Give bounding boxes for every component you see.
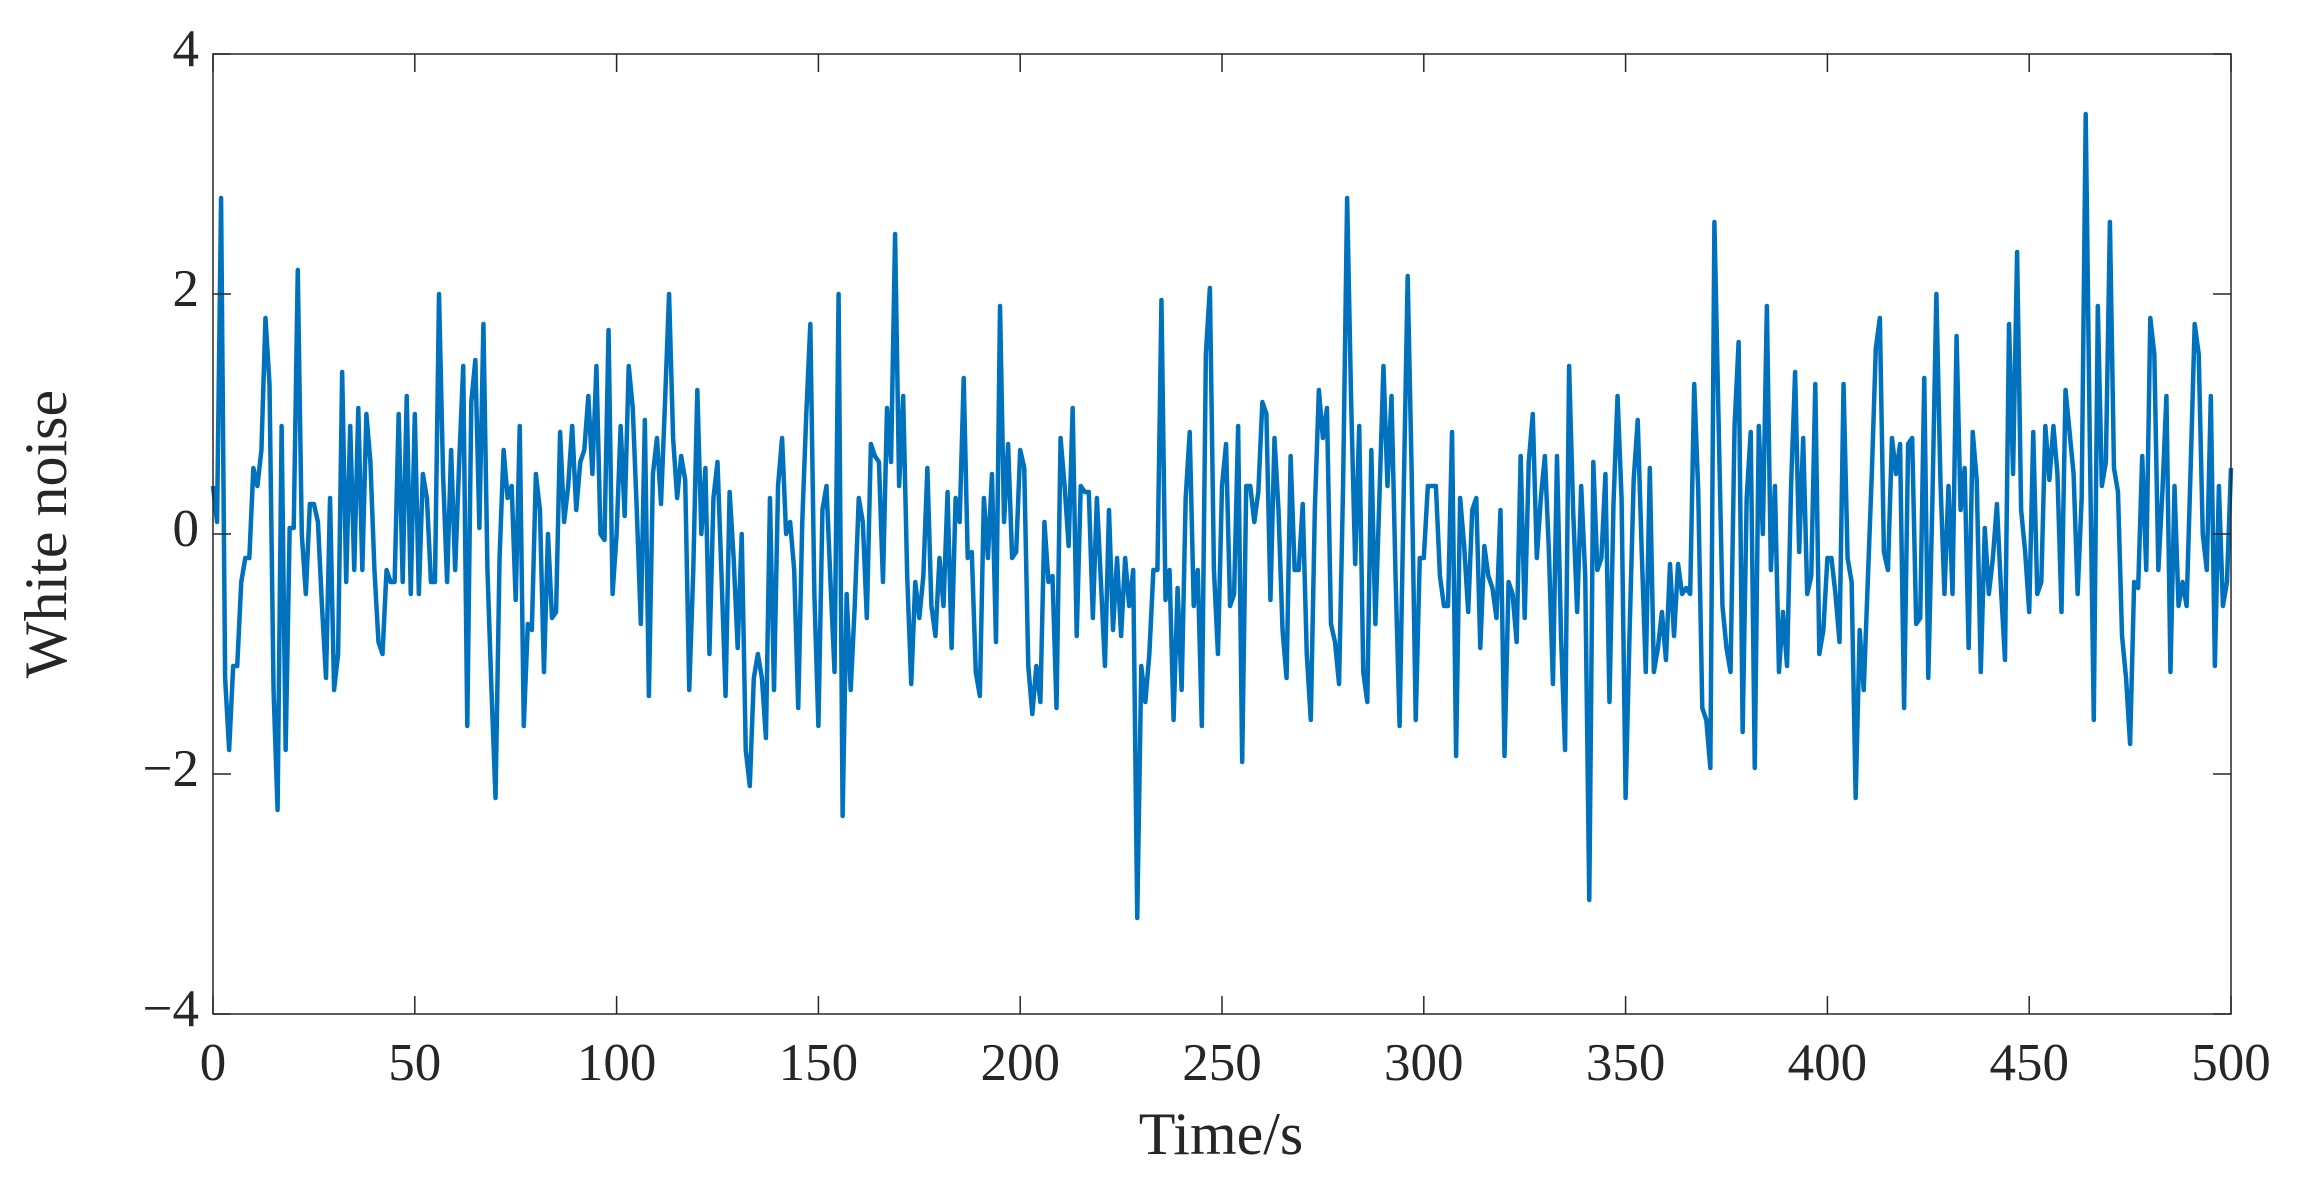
y-axis-label: White noise — [13, 390, 79, 678]
x-tick-label: 450 — [1989, 1034, 2069, 1092]
x-tick-label: 0 — [200, 1034, 227, 1092]
y-tick-label: 0 — [173, 500, 200, 558]
x-tick-label: 150 — [779, 1034, 859, 1092]
x-tick-label: 300 — [1384, 1034, 1464, 1092]
x-tick-label: 400 — [1788, 1034, 1868, 1092]
x-tick-label: 50 — [388, 1034, 441, 1092]
x-tick-label: 500 — [2191, 1034, 2271, 1092]
y-tick-label: −4 — [143, 980, 199, 1038]
x-tick-label: 200 — [980, 1034, 1060, 1092]
x-axis-label: Time/s — [1139, 1101, 1304, 1167]
axes-box — [212, 53, 2232, 1015]
data-line — [210, 111, 2234, 921]
x-tick-label: 350 — [1586, 1034, 1666, 1092]
x-tick-label: 100 — [577, 1034, 657, 1092]
y-tick-label: 4 — [173, 20, 200, 78]
y-tick-label: −2 — [143, 740, 199, 798]
x-tick-label: 250 — [1182, 1034, 1262, 1092]
y-tick-label: 2 — [173, 260, 200, 318]
